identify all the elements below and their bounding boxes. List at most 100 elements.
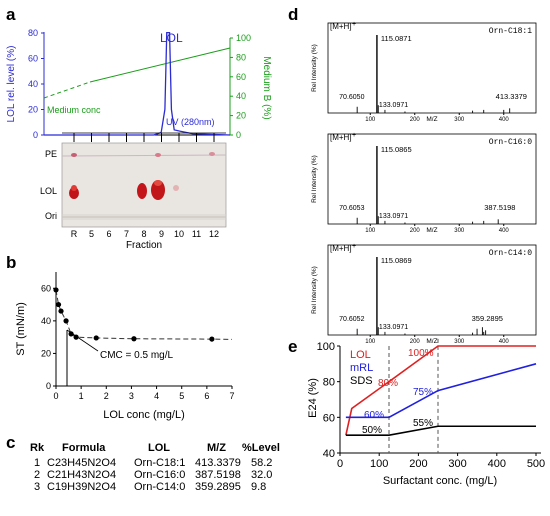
cell-lol: Orn-C16:0 xyxy=(134,469,186,481)
spectrum-x-tick-label: 100 xyxy=(365,117,376,123)
spectrum-peak-label: 70.6052 xyxy=(339,316,364,323)
spectrum-name: Orn-C18:1 xyxy=(489,27,532,36)
e-y-ticks: 40 60 80 100 xyxy=(317,341,340,460)
panel-d-letter: d xyxy=(288,5,298,24)
spectrum-name: Orn-C14:0 xyxy=(489,249,532,258)
spectrum-x-tick-label: 200 xyxy=(410,228,421,234)
spectrum-x-tick-label: 400 xyxy=(499,228,510,234)
e-label-sds-55: 55% xyxy=(413,418,433,429)
tlc-spot-ref xyxy=(69,187,79,199)
header-formula: Formula xyxy=(62,442,106,454)
a-left-tick-label: 40 xyxy=(28,79,38,89)
cell-level: 32.0 xyxy=(251,469,273,481)
spectrum-peak-label: 133.0971 xyxy=(379,324,408,331)
spectrum-xlabel: M/Z xyxy=(426,116,437,123)
e-label-sds-50: 50% xyxy=(362,425,382,436)
tlc-spot-f9-top xyxy=(154,180,162,186)
e-x-tick-label: 200 xyxy=(409,458,427,470)
tlc-lane-label: 8 xyxy=(141,229,146,239)
a-uv-label: UV (280nm) xyxy=(166,117,215,127)
table-header-row: Rk Formula LOL M/Z %Level xyxy=(0,442,280,454)
spectrum-mz-label: 413.3379 xyxy=(496,92,527,101)
tlc-spot-ref-pe xyxy=(71,153,77,157)
b-fit-curve xyxy=(55,289,233,340)
spectrum-x-tick-label: 300 xyxy=(454,339,465,345)
tlc-origin-band xyxy=(62,214,226,220)
b-xlabel: LOL conc (mg/L) xyxy=(103,409,185,421)
e-series-sds xyxy=(345,425,536,436)
a-medium-label: Medium conc xyxy=(47,105,101,115)
panel-a-chromatogram: 0 20 40 60 80 0 20 40 60 80 100 LOL rel. level (%… xyxy=(6,28,272,142)
cell-formula: C19H39N2O4 xyxy=(47,481,117,493)
panel-c-letter: c xyxy=(6,433,15,452)
e-y-tick-label: 60 xyxy=(323,412,335,424)
tlc-spot-f9 xyxy=(151,180,165,200)
cell-level: 9.8 xyxy=(251,481,267,493)
a-right-axis-label: Medium B (%) xyxy=(261,56,272,119)
cell-rk: 3 xyxy=(34,481,41,493)
tlc-spot-f9-pe xyxy=(155,153,161,157)
tlc-pe-line xyxy=(61,154,227,157)
panel-b-letter: b xyxy=(6,253,16,272)
spectrum-3: [M+H] + Orn-C14:0 Rel Intensity (%) M/Z 100 20… xyxy=(311,243,537,345)
header-lol: LOL xyxy=(148,442,170,454)
b-data-point xyxy=(58,308,64,314)
e-x-tick-label: 300 xyxy=(448,458,466,470)
cell-mz: 387.5198 xyxy=(195,469,241,481)
table-row: 3 C19H39N2O4 Orn-C14:0 359.2895 9.8 xyxy=(0,481,280,493)
b-x-ticks: 0 1 2 3 4 5 6 7 xyxy=(53,386,235,401)
a-fraction-label: Fraction xyxy=(126,240,162,251)
e-label-lol-100: 100% xyxy=(408,348,434,359)
header-level: %Level xyxy=(242,442,280,454)
b-x-tick-label: 1 xyxy=(79,391,84,401)
spectrum-x-tick-label: 300 xyxy=(454,117,465,123)
b-ylabel: ST (mN/m) xyxy=(15,302,27,356)
e-y-tick-label: 100 xyxy=(317,341,335,353)
header-rk: Rk xyxy=(30,442,45,454)
b-annotation: CMC = 0.5 mg/L xyxy=(100,350,174,361)
e-x-tick-label: 500 xyxy=(527,458,545,470)
tlc-lane-label: 6 xyxy=(106,229,111,239)
spectrum-frame xyxy=(327,133,537,225)
spectrum-peak-label: 70.6053 xyxy=(339,205,364,212)
spectrum-peak-label: 133.0971 xyxy=(379,102,408,109)
spectrum-ion-label: [M+H] xyxy=(330,22,352,31)
b-data-point xyxy=(68,331,74,337)
e-label-mrl-75: 75% xyxy=(413,387,433,398)
b-data-point xyxy=(131,336,137,342)
b-y-tick-label: 40 xyxy=(41,316,51,326)
spectrum-x-tick-label: 200 xyxy=(410,339,421,345)
e-legend-lol: LOL xyxy=(350,349,371,361)
spectrum-x-tick-label: 400 xyxy=(499,117,510,123)
spectrum-name: Orn-C16:0 xyxy=(489,138,532,147)
tlc-lane-label: 11 xyxy=(192,229,201,239)
tlc-label-ori: Ori xyxy=(45,211,57,221)
spectrum-x-tick-label: 100 xyxy=(365,339,376,345)
b-data-point xyxy=(53,287,59,293)
e-legend-sds: SDS xyxy=(350,375,373,387)
a-medium-dashed xyxy=(43,81,91,99)
tlc-spot-f10 xyxy=(173,185,179,191)
e-y-tick-label: 80 xyxy=(323,377,335,389)
tlc-lane-label: 10 xyxy=(174,229,184,239)
spectrum-peak-label: 70.6050 xyxy=(339,94,364,101)
tlc-label-lol: LOL xyxy=(40,186,57,196)
e-xlabel: Surfactant conc. (mg/L) xyxy=(383,475,497,487)
tlc-spot-f8 xyxy=(137,183,147,199)
a-medium-line xyxy=(89,47,231,83)
cell-formula: C21H43N2O4 xyxy=(47,469,117,481)
panel-b-chart: 0 1 2 3 4 5 6 7 0 20 40 60 xyxy=(41,272,235,401)
b-data-point xyxy=(93,335,99,341)
table-row: 2 C21H43N2O4 Orn-C16:0 387.5198 32.0 xyxy=(0,469,280,481)
a-left-tick-label: 80 xyxy=(28,28,38,38)
tlc-lane-label: 12 xyxy=(209,229,219,239)
cell-formula: C23H45N2O4 xyxy=(47,457,117,469)
tlc-lane-label: 9 xyxy=(159,229,164,239)
b-y-ticks: 0 20 40 60 xyxy=(41,283,56,391)
b-data-point xyxy=(55,301,62,308)
spectrum-frame xyxy=(327,22,537,114)
a-left-tick-label: 20 xyxy=(28,105,38,115)
b-data-point xyxy=(209,336,215,342)
spectrum-xlabel: M/Z xyxy=(426,338,437,345)
